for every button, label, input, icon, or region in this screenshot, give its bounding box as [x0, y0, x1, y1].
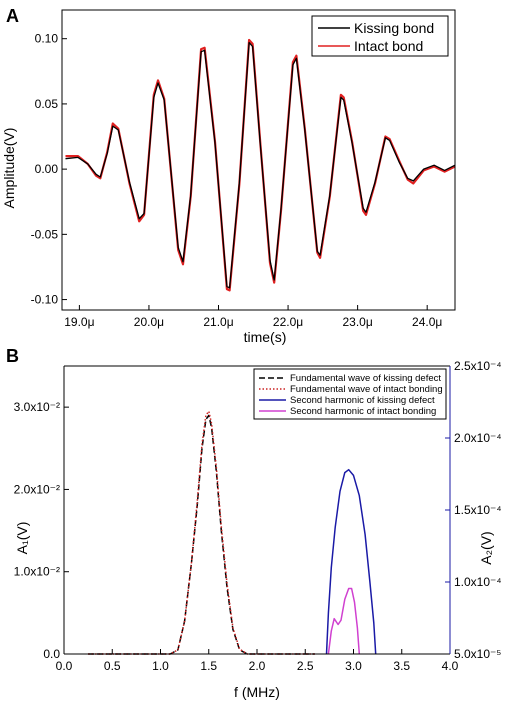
panel-b-series: [88, 410, 377, 655]
panel-a-y-tick-label: -0.05: [31, 227, 59, 241]
panel-a-legend-box: [311, 15, 449, 57]
panel-a-x-axis-label: time(s): [244, 329, 287, 345]
panel-b-right-axis-label: A₂(V): [478, 531, 494, 564]
panel-b-x-tick-label: 1.0: [152, 659, 169, 673]
panel-b-legend: Fundamental wave of kissing defect Funda…: [253, 368, 447, 420]
panel-b-x-tick-label: 2.0: [249, 659, 266, 673]
panel-b-left-tick-label: 1.0x10⁻²: [14, 565, 60, 579]
panel-a-x-tick-label: 19.0μ: [64, 315, 94, 329]
legend-fundamental-intact: Fundamental wave of intact bonding: [290, 384, 443, 395]
panel-b-right-tick-label: 1.0x10⁻⁴: [454, 575, 502, 589]
panel-b-x-axis-label: f (MHz): [234, 684, 280, 700]
panel-a-ticks: 19.0μ 20.0μ 21.0μ 22.0μ 23.0μ 24.0μ -0.10 -0.05…: [31, 32, 443, 329]
legend-kissing-bond: Kissing bond: [354, 20, 434, 36]
series-second-kissing: [325, 468, 377, 655]
panel-b-left-tick-label: 2.0x10⁻²: [14, 482, 60, 496]
panel-a-label: A: [6, 6, 19, 26]
panel-b-x-tick-label: 2.5: [297, 659, 314, 673]
panel-b-right-tick-label: 1.5x10⁻⁴: [454, 503, 502, 517]
panel-b-left-tick-label: 0.0: [43, 647, 60, 661]
legend-fundamental-kissing: Fundamental wave of kissing defect: [290, 373, 441, 384]
panel-b-x-tick-label: 1.5: [200, 659, 217, 673]
panel-b-x-tick-label: 4.0: [442, 659, 459, 673]
panel-b-x-tick-label: 3.0: [345, 659, 362, 673]
panel-b-ticks: 0.0 0.5 1.0 1.5 2.0 2.5 3.0 3.5 4.0 0.0 1.0x10⁻² 2.…: [14, 359, 502, 673]
series-kissing-bond: [65, 41, 456, 289]
panel-b-x-tick-label: 3.5: [393, 659, 410, 673]
panel-b-right-tick-label: 2.0x10⁻⁴: [454, 431, 502, 445]
series-fundamental-intact: [88, 410, 315, 655]
panel-a-y-axis-label: Amplitude(V): [1, 128, 17, 209]
panel-a-x-tick-label: 21.0μ: [203, 315, 233, 329]
panel-b-label: B: [6, 346, 19, 366]
panel-a-y-tick-label: 0.10: [35, 32, 59, 46]
panel-a-x-tick-label: 22.0μ: [273, 315, 303, 329]
legend-second-intact: Second harmonic of intact bonding: [290, 406, 436, 417]
panel-a-y-tick-label: 0.05: [35, 97, 59, 111]
panel-a-x-tick-label: 23.0μ: [342, 315, 372, 329]
panel-a-plot-frame: [61, 9, 456, 311]
panel-b-x-tick-label: 0.5: [104, 659, 121, 673]
panel-a-x-tick-label: 24.0μ: [412, 315, 442, 329]
series-intact-bond: [65, 38, 456, 292]
panel-b-x-tick-label: 0.0: [56, 659, 73, 673]
panel-a-y-tick-label: -0.10: [31, 293, 59, 307]
series-fundamental-kissing: [88, 414, 315, 655]
legend-intact-bond: Intact bond: [354, 38, 423, 54]
legend-second-kissing: Second harmonic of kissing defect: [290, 395, 435, 406]
panel-b-left-tick-label: 3.0x10⁻²: [14, 400, 60, 414]
panel-b-left-axis-label: A₁(V): [14, 522, 30, 555]
panel-b-right-tick-label: 2.5x10⁻⁴: [454, 359, 502, 373]
panel-a-series: [65, 38, 456, 292]
panel-a-y-tick-label: 0.00: [35, 162, 59, 176]
panel-a: A Amplitude(V) time(s) 19.0μ 20.0μ 21.0μ 22…: [1, 6, 456, 345]
panel-a-legend: Kissing bond Intact bond: [311, 15, 449, 57]
panel-b-right-tick-label: 5.0x10⁻⁵: [454, 647, 501, 661]
panel-b: B A₁(V) A₂(V) f (MHz) 0.0 0.5 1.0 1.5 2.0 2.5…: [6, 346, 502, 700]
panel-a-x-tick-label: 20.0μ: [134, 315, 164, 329]
series-second-intact: [327, 587, 361, 655]
